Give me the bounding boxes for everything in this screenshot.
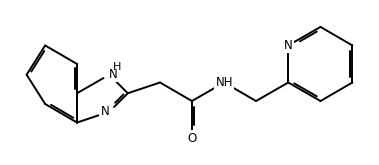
Text: N: N [284,39,293,52]
Text: N: N [109,68,118,81]
Text: N: N [100,105,109,118]
Text: NH: NH [215,76,233,89]
Text: O: O [187,132,197,145]
Text: H: H [113,62,121,72]
